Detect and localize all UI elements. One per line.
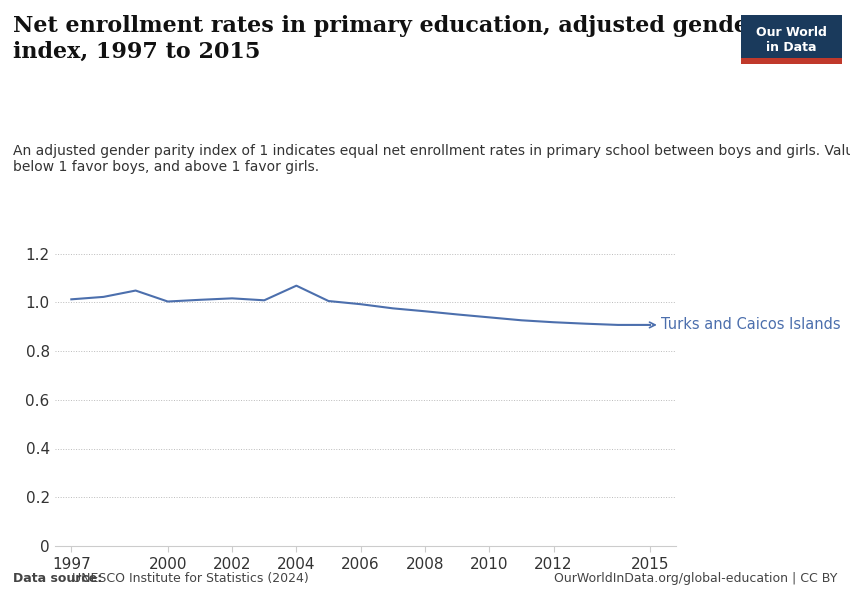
Text: Our World
in Data: Our World in Data — [756, 26, 827, 53]
Text: An adjusted gender parity index of 1 indicates equal net enrollment rates in pri: An adjusted gender parity index of 1 ind… — [13, 144, 850, 174]
Text: UNESCO Institute for Statistics (2024): UNESCO Institute for Statistics (2024) — [72, 572, 309, 585]
Text: Net enrollment rates in primary education, adjusted gender parity
index, 1997 to: Net enrollment rates in primary educatio… — [13, 15, 841, 62]
Text: Data source:: Data source: — [13, 572, 106, 585]
Text: OurWorldInData.org/global-education | CC BY: OurWorldInData.org/global-education | CC… — [554, 572, 837, 585]
Text: Turks and Caicos Islands: Turks and Caicos Islands — [661, 317, 841, 332]
Text: Data source: UNESCO Institute for Statistics (2024): Data source: UNESCO Institute for Statis… — [0, 599, 1, 600]
